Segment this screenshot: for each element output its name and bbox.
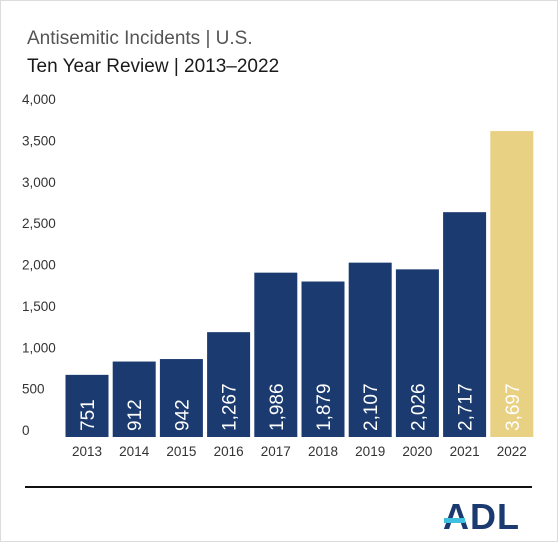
- bar-value-label: 1,986: [267, 383, 288, 431]
- x-tick-label: 2019: [355, 444, 385, 459]
- bar: [65, 374, 109, 437]
- adl-logo: ADL: [443, 496, 520, 534]
- x-tick-label: 2016: [214, 444, 244, 459]
- y-tick-label: 4,000: [22, 92, 56, 107]
- bar-value-label: 2,026: [408, 383, 429, 431]
- bar: [301, 281, 345, 437]
- bar-value-label: 1,879: [314, 383, 335, 431]
- bar: [207, 332, 251, 437]
- chart-title: Antisemitic Incidents | U.S.: [27, 28, 253, 49]
- bar: [443, 212, 487, 437]
- y-tick-label: 3,000: [22, 175, 56, 190]
- y-tick-label: 1,500: [22, 299, 56, 314]
- footer-rule: [25, 486, 532, 488]
- bar-value-label: 942: [172, 399, 193, 431]
- bar-value-label: 2,717: [456, 383, 477, 431]
- x-tick-label: 2014: [119, 444, 150, 459]
- x-tick-label: 2015: [166, 444, 196, 459]
- bar: [112, 361, 156, 437]
- bar: [348, 262, 392, 437]
- y-tick-label: 0: [22, 423, 30, 438]
- x-tick-label: 2017: [261, 444, 291, 459]
- x-tick-label: 2018: [308, 444, 338, 459]
- bar: [254, 272, 298, 437]
- x-tick-label: 2021: [450, 444, 480, 459]
- y-tick-label: 3,500: [22, 133, 56, 148]
- y-tick-label: 2,500: [22, 216, 56, 231]
- bar: [159, 359, 203, 437]
- chart-subtitle: Ten Year Review | 2013–2022: [27, 56, 280, 77]
- bar-value-label: 3,697: [503, 383, 524, 431]
- bar-chart: 0 500 1,000 1,500 2,000 2,500 3,000 3,500 4,000 7…: [22, 92, 534, 459]
- adl-logo-text: ADL: [443, 496, 520, 534]
- y-tick-label: 500: [22, 382, 45, 397]
- bar-value-label: 1,267: [220, 383, 241, 431]
- adl-logo-accent: [444, 518, 465, 523]
- y-tick-label: 1,000: [22, 340, 56, 355]
- bar-value-label: 751: [78, 399, 99, 431]
- y-tick-label: 2,000: [22, 258, 56, 273]
- bar: [490, 131, 534, 438]
- bar-value-label: 912: [125, 399, 146, 431]
- x-tick-label: 2022: [497, 444, 527, 459]
- bar: [395, 269, 439, 437]
- bar-value-label: 2,107: [361, 383, 382, 431]
- x-tick-label: 2013: [72, 444, 102, 459]
- x-tick-label: 2020: [402, 444, 432, 459]
